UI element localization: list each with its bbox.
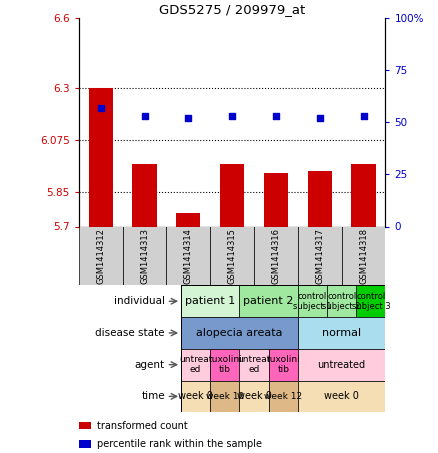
Bar xyxy=(240,285,298,317)
Title: GDS5275 / 209979_at: GDS5275 / 209979_at xyxy=(159,3,305,15)
Bar xyxy=(356,285,385,317)
Bar xyxy=(181,285,240,317)
Bar xyxy=(298,381,385,412)
Text: alopecia areata: alopecia areata xyxy=(196,328,283,338)
Bar xyxy=(268,349,298,381)
Bar xyxy=(132,164,156,226)
Bar xyxy=(123,226,166,285)
Bar xyxy=(254,226,298,285)
Bar xyxy=(307,171,332,226)
Text: control
subject 3: control subject 3 xyxy=(352,292,390,311)
Bar xyxy=(240,349,268,381)
Bar xyxy=(342,226,385,285)
Text: week 12: week 12 xyxy=(206,392,244,401)
Bar xyxy=(210,349,240,381)
Point xyxy=(272,112,279,120)
Bar xyxy=(240,381,268,412)
Text: transformed count: transformed count xyxy=(97,421,188,431)
Bar xyxy=(79,440,91,448)
Text: week 0: week 0 xyxy=(237,391,272,401)
Text: GSM1414318: GSM1414318 xyxy=(359,228,368,284)
Text: individual: individual xyxy=(114,296,165,306)
Bar xyxy=(79,226,123,285)
Bar xyxy=(298,317,385,349)
Text: percentile rank within the sample: percentile rank within the sample xyxy=(97,439,262,449)
Bar xyxy=(210,226,254,285)
Point xyxy=(229,112,236,120)
Point xyxy=(316,115,323,122)
Bar xyxy=(268,381,298,412)
Bar xyxy=(181,349,210,381)
Bar xyxy=(181,317,298,349)
Text: patient 1: patient 1 xyxy=(185,296,235,306)
Text: untreated: untreated xyxy=(318,360,366,370)
Text: control
subject 1: control subject 1 xyxy=(293,292,332,311)
Bar xyxy=(79,422,91,429)
Point xyxy=(141,112,148,120)
Text: time: time xyxy=(141,391,165,401)
Text: ruxolini
tib: ruxolini tib xyxy=(266,355,300,374)
Bar xyxy=(176,212,200,226)
Text: GSM1414313: GSM1414313 xyxy=(140,228,149,284)
Bar xyxy=(181,381,210,412)
Bar xyxy=(351,164,375,226)
Point xyxy=(97,104,104,111)
Text: control
subject 2: control subject 2 xyxy=(322,292,361,311)
Text: agent: agent xyxy=(135,360,165,370)
Bar xyxy=(264,173,288,226)
Point xyxy=(185,115,192,122)
Point xyxy=(360,112,367,120)
Text: normal: normal xyxy=(322,328,361,338)
Text: GSM1414314: GSM1414314 xyxy=(184,228,193,284)
Text: GSM1414312: GSM1414312 xyxy=(96,228,105,284)
Text: patient 2: patient 2 xyxy=(244,296,294,306)
Text: week 12: week 12 xyxy=(264,392,302,401)
Bar xyxy=(166,226,210,285)
Bar xyxy=(210,381,240,412)
Text: week 0: week 0 xyxy=(178,391,213,401)
Bar xyxy=(220,164,244,226)
Bar xyxy=(298,226,342,285)
Text: week 0: week 0 xyxy=(324,391,359,401)
Text: untreat
ed: untreat ed xyxy=(237,355,271,374)
Text: GSM1414317: GSM1414317 xyxy=(315,228,324,284)
Text: untreat
ed: untreat ed xyxy=(179,355,212,374)
Bar xyxy=(88,87,113,226)
Bar xyxy=(298,349,385,381)
Text: GSM1414316: GSM1414316 xyxy=(272,228,280,284)
Text: disease state: disease state xyxy=(95,328,165,338)
Text: GSM1414315: GSM1414315 xyxy=(228,228,237,284)
Bar xyxy=(327,285,356,317)
Bar xyxy=(298,285,327,317)
Text: ruxolini
tib: ruxolini tib xyxy=(208,355,242,374)
